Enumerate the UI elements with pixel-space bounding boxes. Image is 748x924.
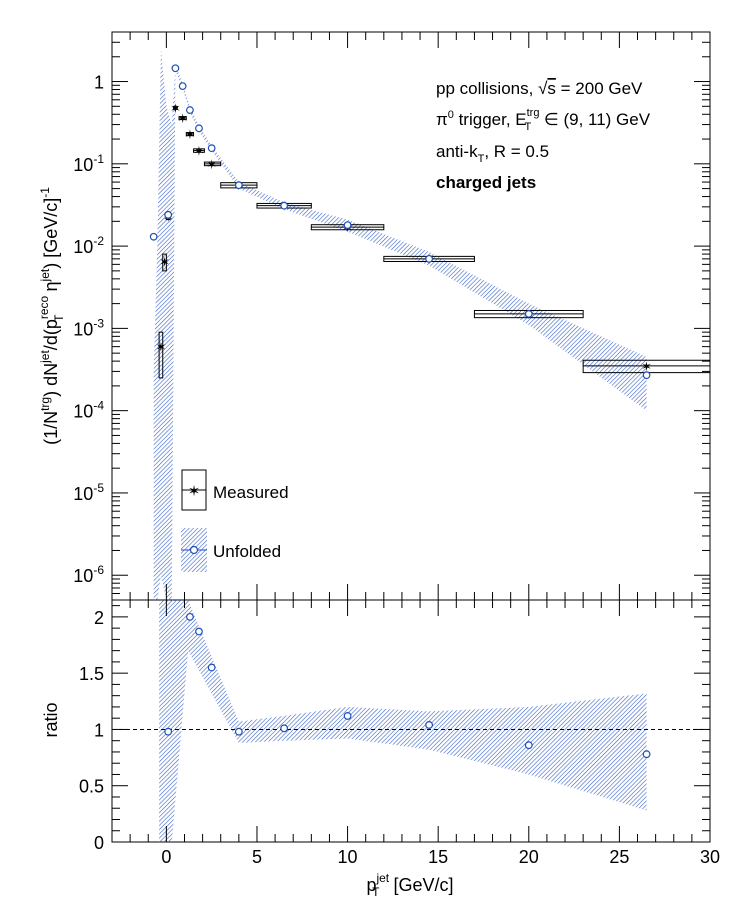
x-tick-label: 25 bbox=[609, 847, 629, 867]
unfolded-point bbox=[178, 82, 187, 91]
unfolded-point bbox=[186, 106, 194, 114]
y-tick-label: 10-4 bbox=[73, 399, 104, 422]
x-axis-title: pjet T [GeV/c] bbox=[366, 871, 453, 899]
x-tick-label: 10 bbox=[338, 847, 358, 867]
annotation-algorithm: anti-kT, R = 0.5 bbox=[436, 142, 549, 165]
measured-point: ✶ bbox=[641, 359, 652, 374]
measured-point: ✶ bbox=[206, 157, 217, 172]
ratio-point bbox=[425, 721, 434, 729]
x-tick-label: 0 bbox=[161, 847, 171, 867]
ratio-uncertainty-band bbox=[159, 600, 647, 842]
ratio-point bbox=[195, 627, 203, 636]
ratio-point bbox=[343, 712, 352, 720]
annotation-block: pp collisions, √s = 200 GeV π0 trigger, … bbox=[436, 79, 651, 192]
measured-point: ✶ bbox=[184, 127, 195, 142]
measured-point: ✶ bbox=[194, 144, 205, 159]
ratio-point bbox=[186, 612, 194, 621]
legend-measured-marker-icon: ✶ bbox=[188, 483, 201, 500]
y-tick-label: 10-6 bbox=[73, 563, 104, 586]
x-tick-label: 15 bbox=[428, 847, 448, 867]
ratio-y-tick-label: 0.5 bbox=[79, 777, 104, 797]
unfolded-point bbox=[149, 232, 158, 241]
y-tick-label: 1 bbox=[94, 73, 104, 93]
unfolded-point bbox=[343, 221, 352, 229]
ratio-point bbox=[164, 727, 173, 736]
legend-unfolded-marker-icon bbox=[189, 545, 199, 555]
annotation-collisions: pp collisions, √s = 200 GeV bbox=[436, 79, 643, 98]
unfolded-point bbox=[425, 254, 434, 263]
x-tick-label: 20 bbox=[519, 847, 539, 867]
y-tick-label: 10-1 bbox=[73, 152, 104, 175]
y-tick-label: 10-2 bbox=[73, 234, 104, 257]
ratio-point bbox=[280, 724, 289, 733]
bottom-panel: 00.511.520 5 10 15 20 25 30 bbox=[79, 600, 720, 867]
unfolded-point bbox=[280, 201, 289, 210]
unfolded-point bbox=[195, 124, 203, 133]
measured-sys-box bbox=[158, 331, 164, 379]
y-tick-label: 10-5 bbox=[73, 481, 104, 504]
ratio-point bbox=[524, 741, 533, 750]
top-panel: ✶✶✶✶✶✶✶✶✶✶✶✶✶✶110-110-210-310-410-510-6 bbox=[73, 31, 711, 601]
x-tick-label: 30 bbox=[700, 847, 720, 867]
annotation-trigger: π0 trigger, Etrg T ∈ (9, 11) GeV bbox=[436, 107, 651, 133]
ratio-y-tick-label: 1.5 bbox=[79, 664, 104, 684]
top-y-axis-title: (1/Ntrg) dNjet/d(precoT ηjet) [GeV/c]-1 bbox=[37, 187, 66, 445]
ratio-point bbox=[234, 727, 243, 736]
unfolded-point bbox=[171, 64, 180, 73]
ratio-y-tick-label: 2 bbox=[94, 608, 104, 628]
unfolded-point bbox=[524, 309, 533, 318]
unfolded-point bbox=[642, 371, 651, 380]
measured-point: ✶ bbox=[177, 111, 188, 126]
bottom-y-axis-title: ratio bbox=[41, 702, 61, 737]
measured-point: ✶ bbox=[155, 340, 166, 355]
ratio-point bbox=[207, 663, 216, 672]
ratio-y-tick-label: 1 bbox=[94, 720, 104, 740]
unfolded-point bbox=[207, 144, 216, 153]
measured-point: ✶ bbox=[170, 101, 181, 116]
legend-unfolded-label: Unfolded bbox=[213, 542, 281, 561]
ratio-y-tick-label: 0 bbox=[94, 833, 104, 853]
ratio-point bbox=[642, 750, 651, 759]
unfolded-uncertainty-band bbox=[153, 48, 647, 600]
annotation-jets: charged jets bbox=[436, 173, 536, 192]
legend: ✶ Measured Unfolded bbox=[181, 469, 289, 572]
unfolded-point bbox=[234, 181, 243, 190]
legend-measured-label: Measured bbox=[213, 483, 289, 502]
x-tick-label: 5 bbox=[252, 847, 262, 867]
y-tick-label: 10-3 bbox=[73, 316, 104, 339]
measured-point: ✶ bbox=[159, 254, 170, 269]
bottom-plot-frame bbox=[111, 599, 711, 843]
unfolded-point bbox=[164, 210, 173, 219]
measured-sys-box bbox=[162, 253, 167, 272]
